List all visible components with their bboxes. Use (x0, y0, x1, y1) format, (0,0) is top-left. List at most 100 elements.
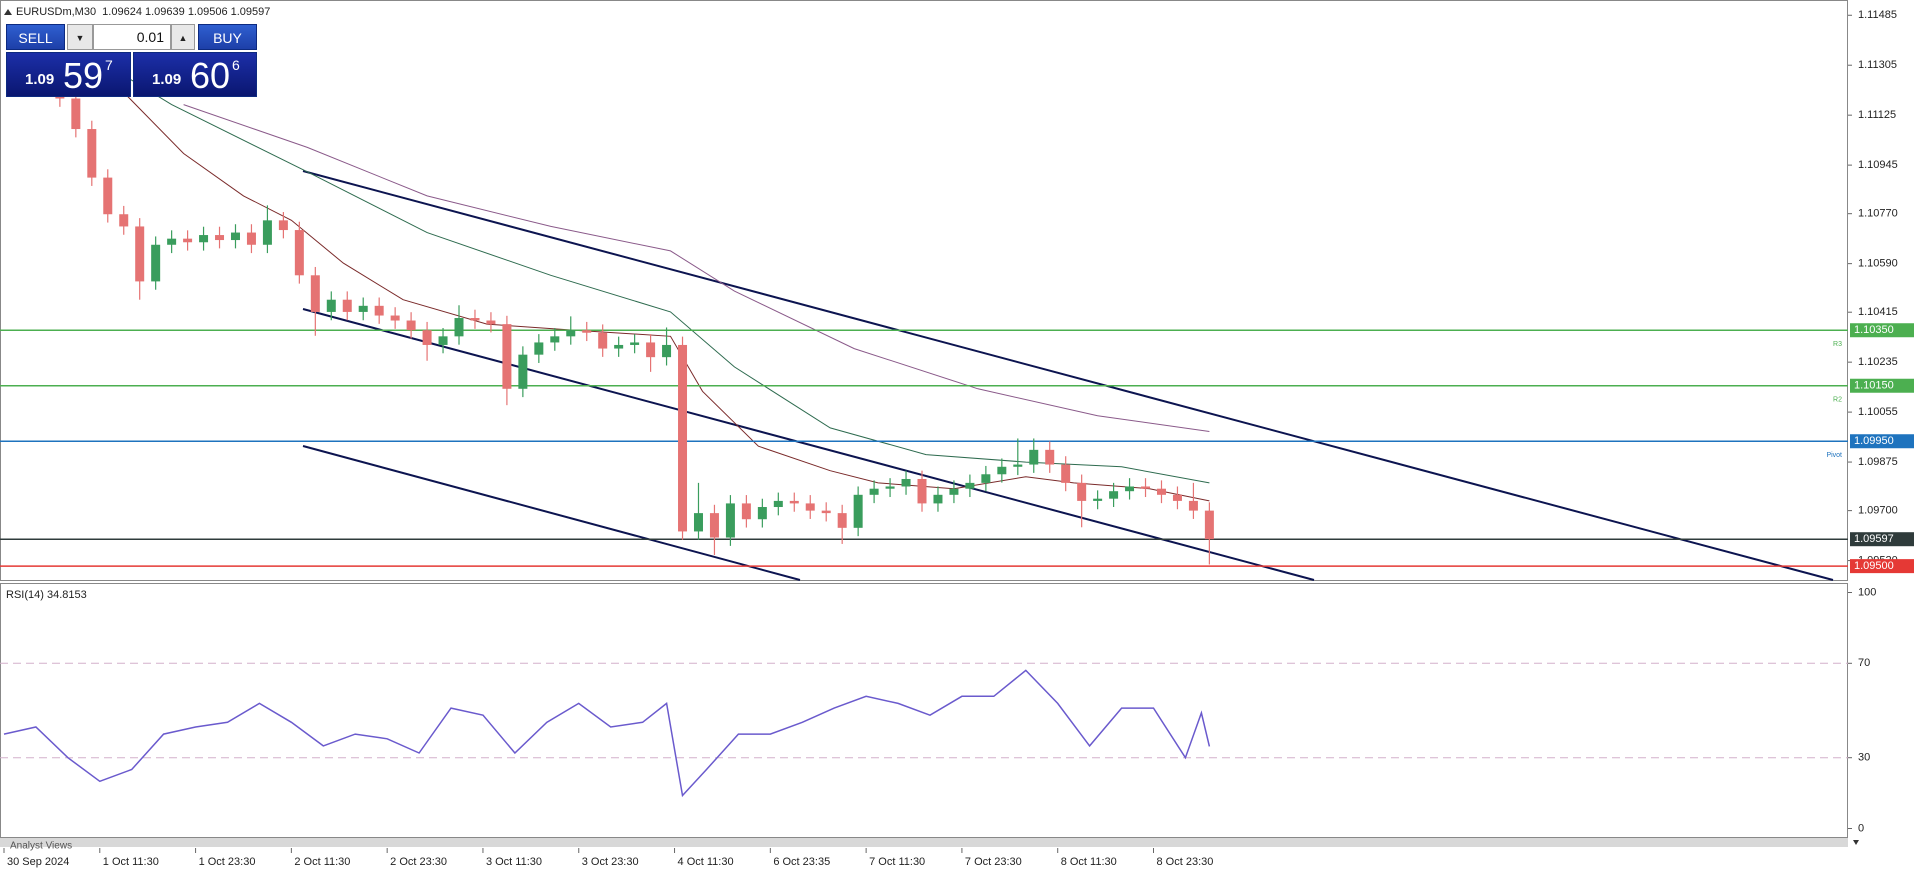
x-tick-label: 7 Oct 11:30 (869, 856, 925, 868)
candle-body (1125, 486, 1135, 492)
rsi-frame (0, 583, 1848, 838)
candle-body (486, 320, 496, 325)
x-tick-label: 2 Oct 23:30 (390, 856, 447, 868)
sell-button[interactable]: SELL (6, 24, 65, 50)
x-tick-label: 6 Oct 23:35 (773, 856, 830, 868)
x-tick-label: 3 Oct 23:30 (582, 856, 639, 868)
candle-body (183, 238, 193, 243)
candle-body (1061, 464, 1071, 483)
level-label-box (1850, 559, 1914, 574)
candle-body (119, 214, 129, 227)
candle-body (1172, 494, 1182, 501)
x-tick-label: 7 Oct 23:30 (965, 856, 1022, 868)
candle-body (869, 488, 879, 495)
moving-average (183, 104, 1210, 432)
footer-tab[interactable]: Analyst Views (10, 841, 72, 852)
candle-body (933, 494, 943, 504)
candle-body (518, 354, 528, 389)
trend-line (302, 170, 1834, 581)
trend-line (302, 445, 801, 581)
rsi-line (3, 669, 1211, 798)
y-tick-label: 1.11305 (1858, 59, 1897, 71)
candle-body (278, 220, 288, 231)
volume-field[interactable]: 0.01 (93, 24, 171, 50)
bid-quote[interactable]: 1.09 59 7 (6, 52, 131, 97)
candle-body (422, 330, 432, 345)
candle-body (1204, 510, 1214, 540)
chart-title: EURUSDm,M30 1.09624 1.09639 1.09506 1.09… (16, 6, 270, 18)
collapse-icon[interactable] (4, 9, 12, 15)
candle-body (901, 478, 911, 487)
candle-body (566, 330, 576, 337)
ask-quote[interactable]: 1.09 60 6 (133, 52, 257, 97)
candle-body (1109, 491, 1119, 499)
level-tag: Pivot (1826, 452, 1842, 459)
candle-body (789, 500, 799, 504)
candle-body (534, 342, 544, 355)
candle-body (1141, 486, 1151, 489)
candle-body (949, 488, 959, 495)
candle-body (1156, 488, 1166, 495)
candle-body (550, 336, 560, 343)
candle-body (167, 238, 177, 245)
candle-body (582, 330, 592, 333)
level-label-box (1850, 378, 1914, 393)
candle-body (199, 235, 209, 243)
candle-body (917, 478, 927, 504)
candle-body (837, 513, 847, 528)
y-tick-label: 1.09875 (1858, 456, 1898, 468)
y-tick-label: 1.11125 (1858, 109, 1896, 121)
candle-body (1188, 500, 1198, 511)
candle-body (103, 177, 113, 215)
buy-button[interactable]: BUY (198, 24, 257, 50)
x-tick-label: 3 Oct 11:30 (486, 856, 542, 868)
volume-down[interactable]: ▼ (67, 24, 93, 50)
candle-body (853, 494, 863, 528)
level-label: 1.10150 (1854, 380, 1894, 392)
candle-body (470, 318, 480, 321)
candle-body (965, 482, 975, 489)
candle-body (310, 275, 320, 312)
level-tag: R2 (1833, 397, 1842, 404)
candle-body (773, 500, 783, 508)
candle-body (630, 342, 640, 345)
level-label: 1.09950 (1854, 435, 1894, 447)
x-tick-label: 2 Oct 11:30 (294, 856, 350, 868)
candle-body (342, 299, 352, 312)
candle-body (805, 503, 815, 511)
candle-body (406, 320, 416, 331)
x-tick-label: 30 Sep 2024 (7, 856, 69, 868)
y-tick-label: 1.10235 (1858, 356, 1898, 368)
candle-body (997, 466, 1007, 475)
y-tick-label: 0 (1858, 822, 1864, 834)
ask-pips: 60 (190, 55, 231, 96)
candle-body (262, 220, 272, 245)
candle-body (709, 513, 719, 538)
candle-body (71, 98, 81, 130)
x-tick-label: 4 Oct 11:30 (678, 856, 734, 868)
candle-body (885, 486, 895, 489)
y-tick-label: 30 (1858, 752, 1870, 764)
scroll-icon[interactable] (1853, 840, 1859, 845)
candle-body (151, 244, 161, 282)
candle-body (1077, 482, 1087, 501)
y-tick-label: 1.11485 (1858, 9, 1897, 21)
candle-body (821, 510, 831, 514)
candle-body (438, 336, 448, 345)
level-tag: R3 (1833, 341, 1842, 348)
candle-body (981, 474, 991, 483)
candle-body (230, 232, 240, 241)
candle-body (326, 299, 336, 312)
y-tick-label: 70 (1858, 657, 1870, 669)
candle-body (246, 232, 256, 245)
candle-body (598, 332, 608, 349)
x-tick-label: 8 Oct 23:30 (1157, 856, 1214, 868)
candle-body (390, 315, 400, 321)
candle-body (502, 324, 512, 389)
volume-up[interactable]: ▲ (171, 24, 195, 50)
level-label: 1.09597 (1854, 533, 1894, 545)
level-label-box (1850, 323, 1914, 338)
ask-big: 1.09 (152, 71, 182, 88)
candle-body (741, 503, 751, 520)
